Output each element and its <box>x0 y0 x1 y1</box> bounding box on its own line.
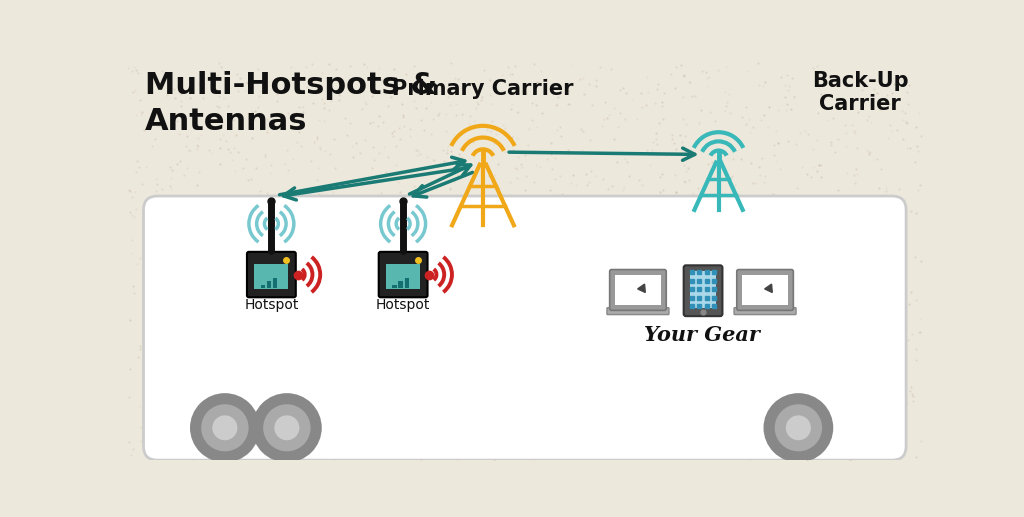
Circle shape <box>263 404 310 451</box>
Text: Back-Up
Carrier: Back-Up Carrier <box>812 71 908 114</box>
Text: Primary Carrier: Primary Carrier <box>392 79 573 99</box>
FancyBboxPatch shape <box>247 252 296 297</box>
Bar <box>260 284 265 288</box>
Circle shape <box>775 404 822 451</box>
Circle shape <box>764 393 834 462</box>
FancyBboxPatch shape <box>143 196 906 460</box>
FancyBboxPatch shape <box>614 275 662 306</box>
Text: Multi-Hotspots &: Multi-Hotspots & <box>145 71 437 100</box>
Circle shape <box>190 393 260 462</box>
Text: Hotspot: Hotspot <box>244 298 299 312</box>
Bar <box>266 281 271 288</box>
Text: Your Gear: Your Gear <box>643 325 760 345</box>
FancyBboxPatch shape <box>607 308 669 315</box>
FancyBboxPatch shape <box>386 264 420 289</box>
FancyBboxPatch shape <box>690 271 716 309</box>
FancyBboxPatch shape <box>254 264 289 289</box>
Bar <box>404 279 409 288</box>
Circle shape <box>201 404 249 451</box>
Circle shape <box>785 415 811 440</box>
Bar <box>392 284 396 288</box>
Circle shape <box>274 415 299 440</box>
FancyBboxPatch shape <box>609 269 667 310</box>
FancyBboxPatch shape <box>736 269 794 310</box>
FancyBboxPatch shape <box>741 275 788 306</box>
FancyBboxPatch shape <box>379 252 428 297</box>
FancyBboxPatch shape <box>684 265 722 316</box>
Circle shape <box>212 415 238 440</box>
Text: Antennas: Antennas <box>145 108 307 136</box>
Bar <box>273 279 278 288</box>
Circle shape <box>252 393 322 462</box>
Bar <box>398 281 402 288</box>
Text: Hotspot: Hotspot <box>376 298 430 312</box>
FancyBboxPatch shape <box>734 308 796 315</box>
